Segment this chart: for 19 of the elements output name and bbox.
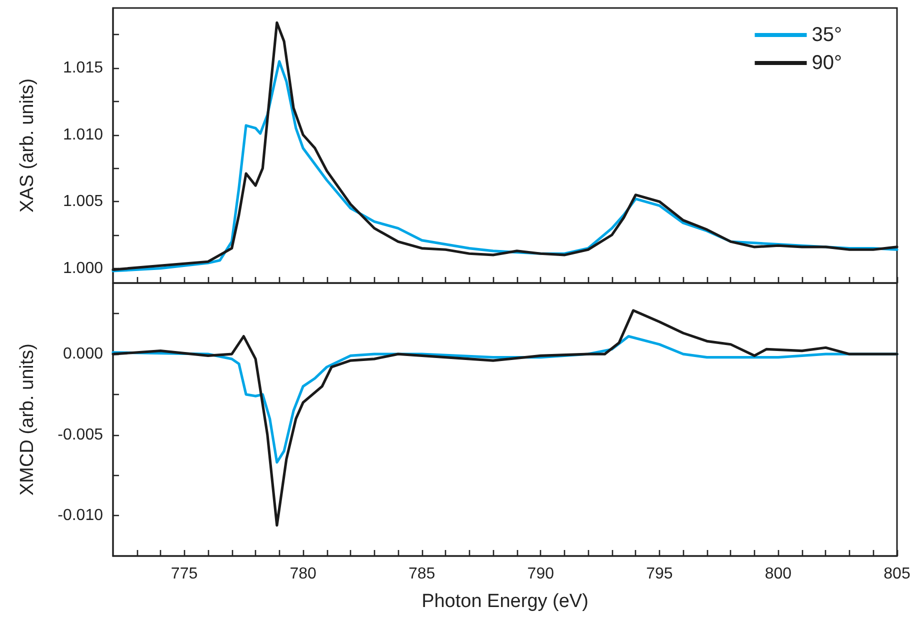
- x-tick-label: 790: [527, 566, 554, 582]
- y-tick-label: 0.000: [62, 346, 104, 363]
- x-tick-label: 795: [646, 566, 673, 582]
- x-tick-label: 800: [764, 566, 792, 582]
- x-tick-label: 785: [408, 566, 436, 582]
- legend-label: 35°: [812, 24, 842, 46]
- y-axis-title: XMCD (arb. units): [17, 343, 38, 496]
- x-axis-title: Photon Energy (eV): [422, 591, 588, 612]
- y-tick-label: 1.015: [62, 60, 104, 77]
- y-tick-label: 1.010: [62, 126, 104, 144]
- y-tick-label: -0.005: [58, 426, 104, 444]
- y-tick-label: -0.010: [58, 507, 104, 524]
- y-axis-title: XAS (arb. units): [17, 78, 38, 213]
- x-tick-label: 775: [170, 566, 198, 582]
- x-tick-label: 780: [290, 566, 317, 582]
- x-tick-label: 805: [884, 566, 910, 582]
- legend-label: 90°: [812, 52, 842, 74]
- y-tick-label: 1.005: [62, 193, 104, 210]
- y-tick-label: 1.000: [62, 260, 104, 277]
